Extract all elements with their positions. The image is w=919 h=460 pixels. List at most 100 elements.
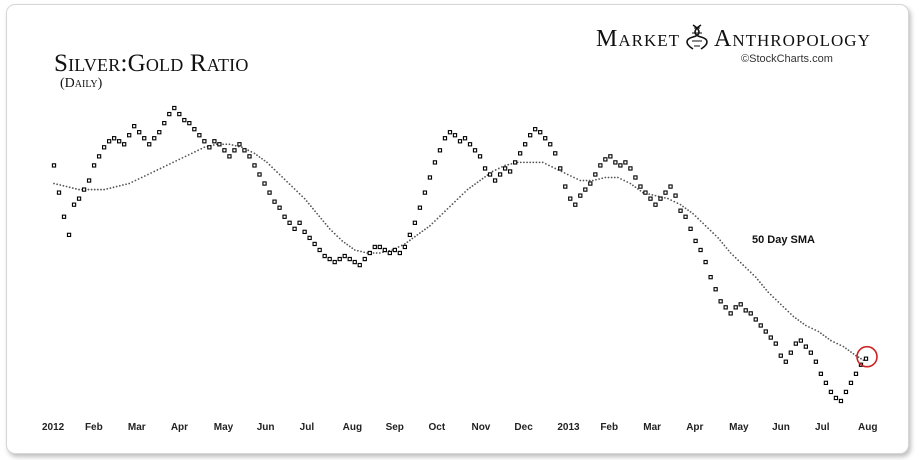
price-point — [678, 208, 683, 213]
sma-dot — [65, 185, 68, 188]
price-point — [162, 120, 167, 126]
price-point — [242, 148, 247, 153]
sma-dot — [779, 303, 782, 306]
chart-title: Silver:Gold Ratio — [54, 50, 249, 77]
price-point — [101, 145, 107, 150]
price-point — [367, 250, 372, 256]
sma-dot — [360, 250, 362, 253]
price-point — [442, 136, 448, 141]
brand-word-left: Market — [596, 26, 681, 52]
sma-dot — [471, 185, 474, 187]
sma-dot — [744, 266, 747, 269]
price-point — [733, 305, 738, 310]
sma-dot — [464, 191, 466, 193]
sma-dot — [469, 186, 471, 189]
price-point — [838, 398, 844, 404]
sma-dot — [654, 194, 657, 197]
price-point — [583, 187, 588, 192]
sma-dot — [842, 345, 845, 348]
sma-dot — [231, 144, 234, 146]
sma-dot — [78, 188, 80, 191]
sma-dot — [860, 357, 862, 360]
sma-dot — [501, 166, 503, 168]
sma-dot — [296, 190, 298, 193]
sma-dot — [769, 293, 772, 296]
sma-dot — [419, 232, 421, 234]
x-tick-label: 2012 — [42, 422, 65, 433]
price-point — [91, 163, 97, 168]
price-point — [66, 232, 72, 238]
sma-dot — [804, 324, 807, 327]
price-point — [512, 160, 518, 165]
sma-dot — [670, 199, 673, 202]
price-point — [106, 139, 112, 144]
sma-dot — [476, 181, 479, 184]
price-point — [848, 380, 854, 386]
sma-dot — [268, 163, 271, 166]
price-point — [813, 359, 819, 364]
price-point — [111, 136, 117, 141]
sma-dot — [814, 329, 817, 331]
x-tick-label: Aug — [858, 422, 877, 433]
sma-dot — [763, 286, 765, 289]
sma-dot — [301, 195, 304, 198]
price-point — [232, 148, 237, 153]
sma-dot — [712, 232, 715, 234]
price-point — [608, 154, 613, 159]
sma-dot — [406, 241, 409, 244]
price-point — [432, 160, 438, 165]
sma-dot — [115, 185, 118, 188]
price-point — [237, 142, 242, 147]
sma-dot — [494, 169, 497, 171]
x-tick-label: Dec — [514, 422, 533, 433]
sma-dot — [197, 149, 200, 152]
price-point — [207, 145, 212, 150]
sma-dot — [579, 179, 582, 182]
price-point — [593, 172, 598, 177]
price-point — [543, 136, 548, 141]
sma-dot — [322, 220, 325, 223]
price-point — [718, 299, 723, 304]
sma-dot — [563, 172, 566, 174]
sma-dot — [241, 146, 243, 149]
sma-dot — [421, 230, 424, 233]
sma-dot — [75, 187, 77, 190]
sma-dot — [767, 291, 770, 294]
sma-dot — [667, 197, 669, 200]
sma-dot — [699, 220, 702, 222]
price-point — [287, 220, 292, 225]
sma-dot — [787, 310, 790, 313]
price-point — [648, 196, 653, 201]
sma-dot — [739, 261, 742, 264]
sma-dot — [194, 150, 196, 153]
sma-dot — [263, 159, 266, 162]
sma-dot — [278, 173, 281, 176]
sma-dot — [456, 198, 459, 201]
sma-dot — [507, 163, 510, 166]
sma-dot — [181, 156, 184, 159]
price-point — [663, 190, 668, 195]
sma-dot — [825, 336, 827, 338]
sma-dot — [187, 153, 190, 156]
sma-dot — [830, 339, 832, 342]
x-tick-label: Aug — [343, 422, 362, 433]
x-tick-label: Oct — [429, 422, 446, 433]
sma-dot — [497, 167, 500, 170]
price-point — [342, 253, 347, 259]
sma-dot — [847, 349, 850, 352]
sma-dot — [719, 239, 722, 242]
sma-dot — [466, 188, 469, 191]
price-point — [477, 154, 483, 159]
price-point — [51, 163, 57, 168]
price-point — [452, 133, 458, 138]
price-point — [417, 205, 423, 210]
x-tick-label: Jun — [257, 422, 275, 433]
price-point — [828, 389, 834, 395]
sma-dot — [451, 203, 454, 205]
sma-dot — [491, 170, 494, 173]
price-point — [743, 308, 748, 313]
sma-dot — [203, 146, 206, 149]
sma-dot — [819, 332, 822, 335]
price-point — [748, 311, 753, 316]
price-point — [312, 241, 317, 247]
